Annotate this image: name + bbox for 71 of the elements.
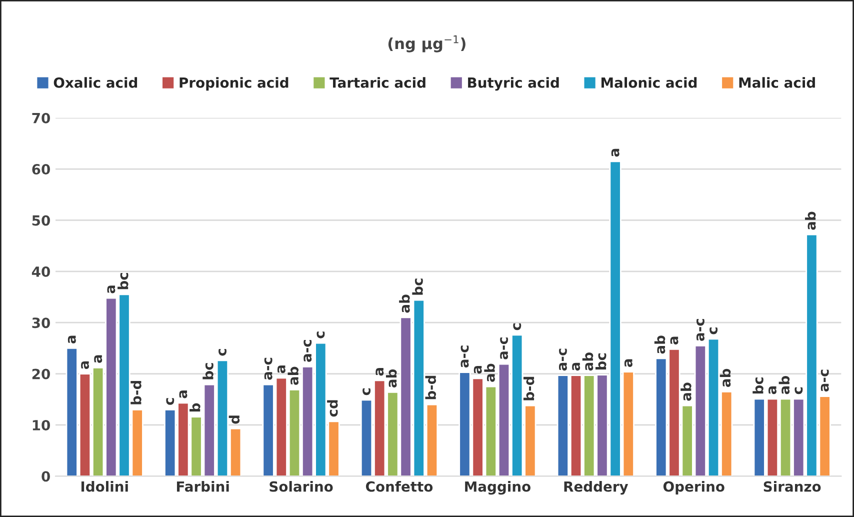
data-label: a-c (264, 358, 272, 380)
data-label: a (768, 386, 776, 394)
data-label: ab (484, 364, 495, 382)
chart-title: (ng µg$^{−1}$) (388, 35, 466, 52)
y-tick-label: 50 (32, 215, 50, 226)
legend-label: Tartaric acid (330, 77, 426, 88)
data-label: a (611, 148, 620, 157)
data-label: ab (680, 382, 692, 401)
y-tick-label: 20 (32, 368, 50, 380)
data-label: a (68, 336, 76, 344)
y-tick-label: 70 (32, 112, 50, 124)
data-label: ab (399, 294, 410, 313)
y-tick-label: 40 (32, 266, 50, 277)
data-label: a (277, 365, 286, 374)
y-tick-label: 10 (32, 420, 50, 430)
data-label: bc (412, 278, 423, 295)
data-label: a (670, 336, 678, 344)
legend-label: Propionic acid (180, 77, 288, 91)
data-label: b (190, 403, 200, 412)
data-label: ab (720, 368, 731, 387)
data-label: a (107, 286, 116, 294)
data-label: a (179, 390, 188, 398)
data-label: a (572, 362, 580, 371)
legend-label: Oxalic acid (54, 77, 138, 88)
y-tick-label: 0 (42, 471, 50, 482)
x-tick-label: Maggino (465, 481, 530, 495)
data-label: ab (582, 352, 594, 371)
data-label: ab (654, 336, 666, 354)
data-label: c (218, 349, 226, 356)
data-label: b-d (425, 376, 436, 400)
y-tick-label: 30 (32, 318, 50, 328)
data-label: a (624, 359, 632, 367)
data-label: ab (288, 366, 299, 385)
data-label: bc (202, 363, 214, 380)
data-label: bc (752, 377, 764, 394)
data-label: ab (778, 376, 790, 394)
y-tick-label: 60 (32, 164, 50, 175)
data-label: bc (595, 353, 606, 370)
data-label: a-c (500, 337, 508, 360)
data-label: c (362, 388, 371, 396)
data-label: a (474, 366, 482, 374)
data-label: a (81, 361, 90, 370)
data-label: b-d (130, 380, 142, 404)
data-label: b-d (523, 376, 534, 400)
x-tick-label: Operino (663, 481, 724, 494)
data-label: c (316, 332, 325, 338)
x-tick-label: Idolini (81, 481, 128, 492)
data-label: c (794, 387, 803, 394)
data-label: c (513, 323, 522, 330)
data-label: a-c (304, 340, 312, 362)
legend-label: Malic acid (739, 77, 815, 88)
x-tick-label: Solarino (270, 481, 333, 492)
x-tick-label: Siranzo (764, 481, 821, 492)
x-tick-label: Reddery (564, 481, 628, 495)
data-label: a-c (558, 348, 567, 371)
data-label: c (710, 328, 718, 334)
data-label: a-c (820, 370, 829, 392)
data-label: ab (805, 212, 816, 230)
data-label: c (166, 398, 174, 405)
data-label: ab (386, 369, 397, 388)
x-tick-label: Confetto (366, 481, 433, 492)
data-label: a-c (696, 319, 704, 341)
legend-label: Malonic acid (601, 77, 697, 88)
data-label: a-c (460, 346, 469, 368)
data-label: a (94, 355, 102, 363)
legend-label: Butyric acid (468, 77, 559, 91)
data-label: bc (118, 273, 128, 290)
data-label: d (228, 416, 240, 424)
data-label: cd (327, 400, 338, 417)
data-label: a (376, 368, 384, 376)
x-tick-label: Farbini (176, 481, 229, 492)
